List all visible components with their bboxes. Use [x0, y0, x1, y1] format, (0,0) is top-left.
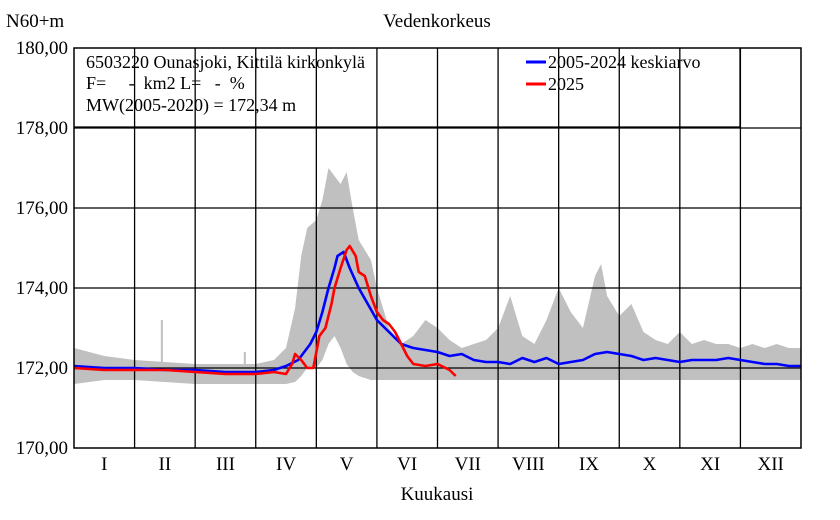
x-tick-label-3: IV [276, 454, 296, 475]
x-tick-label-10: XI [700, 454, 720, 475]
legend: 2005-2024 keskiarvo 2025 [526, 52, 700, 94]
chart-title: Vedenkorkeus [383, 11, 491, 32]
y-tick-label-4: 178,00 [16, 118, 68, 139]
x-tick-label-5: VI [397, 454, 417, 475]
x-tick-label-7: VIII [512, 454, 545, 475]
info-line-mean-water: MW(2005-2020) = 172,34 m [86, 95, 296, 116]
y-tick-label-5: 180,00 [16, 38, 68, 59]
x-tick-label-4: V [340, 454, 354, 475]
info-area-background [75, 49, 739, 126]
plot-frame [73, 47, 802, 449]
x-tick-label-2: III [216, 454, 235, 475]
x-tick-label-6: VII [455, 454, 481, 475]
series-line-1 [73, 244, 457, 377]
x-tick-label-11: XII [758, 454, 784, 475]
x-tick-label-9: X [643, 454, 657, 475]
grid-layer [74, 48, 801, 448]
legend-label-current: 2025 [548, 74, 584, 94]
legend-label-mean: 2005-2024 keskiarvo [548, 52, 700, 72]
y-tick-labels: 170,00 172,00 174,00 176,00 178,00 180,00 [16, 38, 68, 459]
y-axis-label: N60+m [6, 11, 64, 32]
info-line-area: F= - km2 L= - % [86, 73, 245, 93]
x-tick-label-0: I [101, 454, 107, 475]
y-tick-label-2: 174,00 [16, 278, 68, 299]
series-layer [73, 244, 801, 377]
x-tick-label-1: II [159, 454, 172, 475]
x-tick-label-8: IX [579, 454, 599, 475]
x-tick-labels: I II III IV V VI VII VIII IX X XI XII [101, 454, 784, 475]
y-tick-label-0: 170,00 [16, 438, 68, 459]
x-axis-label: Kuukausi [401, 484, 474, 505]
info-box: 6503220 Ounasjoki, Kittilä kirkonkylä F=… [86, 52, 365, 116]
y-tick-label-3: 176,00 [16, 198, 68, 219]
y-tick-label-1: 172,00 [16, 358, 68, 379]
info-line-station: 6503220 Ounasjoki, Kittilä kirkonkylä [86, 52, 365, 72]
